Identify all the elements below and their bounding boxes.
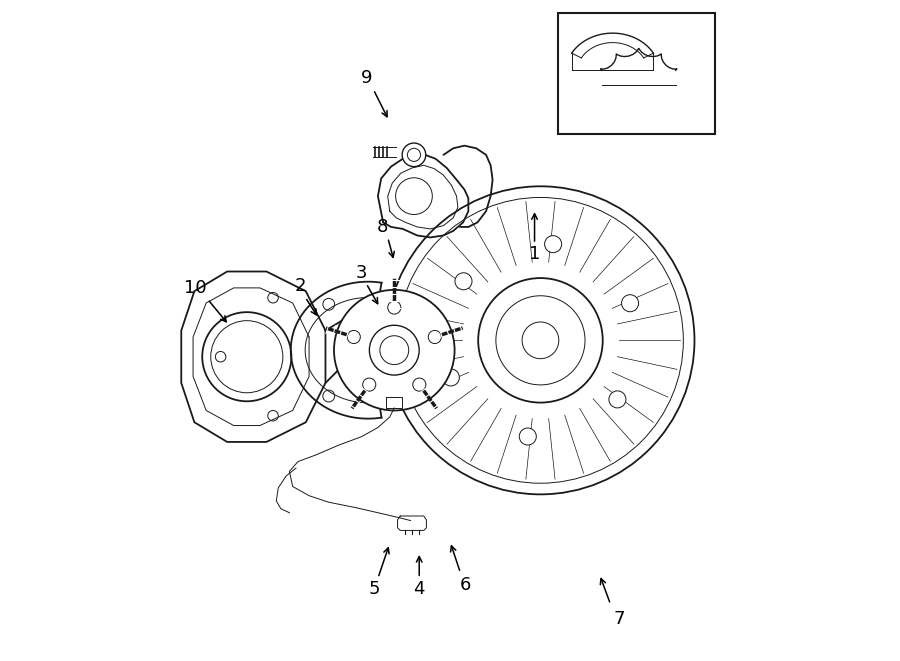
Circle shape: [396, 178, 432, 214]
Circle shape: [622, 295, 639, 312]
Text: 4: 4: [413, 580, 425, 598]
Text: 6: 6: [459, 576, 471, 594]
Circle shape: [442, 369, 459, 386]
Circle shape: [380, 336, 409, 365]
Circle shape: [544, 235, 562, 253]
Circle shape: [369, 325, 419, 375]
Text: 2: 2: [295, 277, 306, 295]
Text: 10: 10: [184, 279, 207, 297]
Circle shape: [388, 301, 400, 314]
Bar: [558, 13, 716, 134]
Text: 9: 9: [361, 69, 373, 87]
Circle shape: [334, 290, 454, 410]
Circle shape: [347, 330, 360, 344]
Circle shape: [413, 378, 426, 391]
Circle shape: [363, 378, 376, 391]
Circle shape: [402, 143, 426, 167]
Circle shape: [519, 428, 536, 445]
Text: 7: 7: [614, 610, 625, 628]
Text: 3: 3: [356, 264, 367, 282]
Text: 5: 5: [369, 580, 381, 598]
Circle shape: [455, 273, 472, 290]
Circle shape: [428, 330, 441, 344]
Circle shape: [522, 322, 559, 359]
Text: 8: 8: [377, 218, 388, 236]
Text: 1: 1: [529, 245, 540, 263]
Circle shape: [609, 391, 626, 408]
